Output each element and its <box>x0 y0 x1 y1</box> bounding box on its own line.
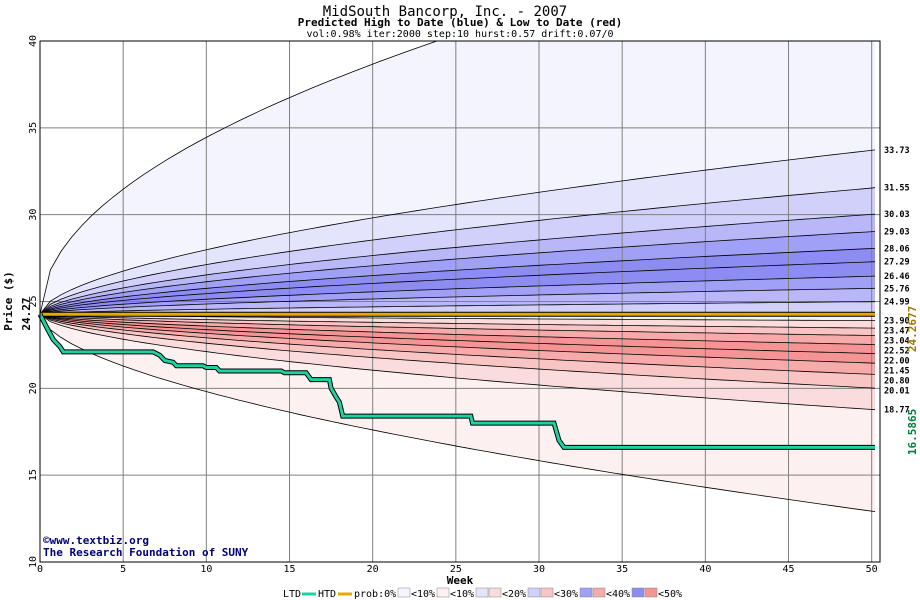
lower-band-contour <box>40 313 876 354</box>
legend-swatch <box>488 587 502 598</box>
legend-swatch <box>631 587 645 598</box>
band-end-label: 29.03 <box>884 228 910 238</box>
x-tick-label: 25 <box>450 564 462 575</box>
upper-band-contour <box>40 275 876 315</box>
band-end-label: 30.03 <box>884 210 910 220</box>
credit-org: The Research Foundation of SUNY <box>43 546 249 559</box>
legend-swatch <box>540 587 554 598</box>
band-end-label: 20.01 <box>884 387 910 397</box>
band-end-label: 23.90 <box>884 317 910 327</box>
y-tick-label: 25 <box>28 295 39 307</box>
credit-site-text: www.textbiz.org <box>50 534 149 547</box>
upper-band-contour <box>40 187 876 315</box>
band-end-label: 22.00 <box>884 357 910 367</box>
ltd-line <box>38 313 875 449</box>
upper-band-contour <box>40 301 876 315</box>
legend-swatch <box>644 587 658 598</box>
legend: LTD HTD prob:0% <10% <10% <20% <30% <40% <50% <box>283 587 682 600</box>
upper-band-contour <box>40 287 876 315</box>
band-end-label: 20.80 <box>884 377 910 387</box>
band-end-label: 28.06 <box>884 244 910 254</box>
chart-title: MidSouth Bancorp, Inc. - 2007 <box>323 4 567 20</box>
band-end-label: 25.76 <box>884 284 910 294</box>
lower-band-contour <box>40 313 876 364</box>
legend-item-label: <10% <box>411 589 435 600</box>
band-end-label: 23.47 <box>884 327 910 337</box>
legend-item-label: <50% <box>658 589 682 600</box>
legend-item-label: <40% <box>606 589 630 600</box>
y-tick-label: 10 <box>28 556 39 568</box>
upper-band-contour <box>40 149 876 315</box>
band-end-label: 27.29 <box>884 258 910 268</box>
credit-site: ©www.textbiz.org <box>43 534 149 547</box>
x-axis-label: Week <box>447 574 474 587</box>
y-tick-labels: 10 15 20 25 30 35 40 <box>28 35 39 568</box>
x-tick-label: 15 <box>283 564 295 575</box>
legend-item-label: <10% <box>450 589 474 600</box>
legend-swatch <box>527 587 541 598</box>
lower-band-contour <box>40 313 876 329</box>
band-end-label: 21.45 <box>884 367 910 377</box>
x-tick-label: 20 <box>367 564 379 575</box>
legend-swatch <box>579 587 593 598</box>
band-end-labels: 33.73 31.55 30.03 29.03 28.06 27.29 26.46 25.76… <box>884 146 910 416</box>
band-end-label: 31.55 <box>884 184 910 194</box>
chart-subtitle: Predicted High to Date (blue) & Low to D… <box>298 16 623 29</box>
legend-htd-label: HTD <box>318 589 336 600</box>
legend-ltd-label: LTD <box>283 589 301 600</box>
legend-swatch <box>592 587 606 598</box>
upper-band-contour <box>40 248 876 315</box>
lower-band-contour <box>40 313 876 336</box>
x-tick-label: 40 <box>699 564 711 575</box>
band-end-label: 23.04 <box>884 337 910 347</box>
x-tick-label: 35 <box>616 564 628 575</box>
copyright-symbol: © <box>43 534 50 547</box>
lower-band-contour <box>40 313 876 512</box>
lower-band-contour <box>40 313 876 375</box>
legend-item-label: <20% <box>502 589 526 600</box>
ltd-price-label: 16.5865 <box>906 409 919 455</box>
x-tick-label: 5 <box>120 564 126 575</box>
band-end-label: 26.46 <box>884 272 910 282</box>
legend-items: <10% <10% <20% <30% <40% <50% <box>397 587 682 600</box>
legend-swatch <box>436 587 450 598</box>
lower-band-contour <box>40 313 876 411</box>
band-end-label: 24.99 <box>884 298 910 308</box>
x-tick-label: 50 <box>866 564 878 575</box>
series-lines <box>37 311 875 450</box>
band-end-label: 22.52 <box>884 347 910 357</box>
x-tick-label: 0 <box>37 564 43 575</box>
legend-swatch <box>397 587 411 598</box>
y-tick-label: 40 <box>28 35 39 47</box>
lower-band-contour <box>40 313 876 345</box>
upper-band-contour <box>40 231 876 315</box>
y-axis-label: Price ($) <box>2 271 15 331</box>
upper-band-contour <box>40 261 876 315</box>
y-tick-label: 30 <box>28 209 39 221</box>
y-tick-label: 15 <box>28 469 39 481</box>
band-end-label: 33.73 <box>884 146 910 156</box>
legend-prob-label: prob:0% <box>354 589 396 600</box>
upper-band-contour <box>40 213 876 315</box>
upper-band-fill <box>40 301 875 315</box>
band-end-label: 18.77 <box>884 406 910 416</box>
x-tick-label: 30 <box>533 564 545 575</box>
legend-swatch <box>475 587 489 598</box>
chart-params: vol:0.98% iter:2000 step:10 hurst:0.57 d… <box>306 29 613 40</box>
lower-band-contour <box>40 313 876 389</box>
current-price-label: 24.2677 <box>906 306 919 352</box>
start-price-label: 24.27 <box>20 297 33 330</box>
x-tick-labels: 0 5 10 15 20 25 30 35 40 45 50 <box>37 564 878 575</box>
x-tick-label: 45 <box>782 564 794 575</box>
legend-item-label: <30% <box>554 589 578 600</box>
plot-frame <box>39 40 881 563</box>
upper-band-contour <box>40 41 439 315</box>
y-tick-label: 35 <box>28 122 39 134</box>
plot-area <box>37 40 881 563</box>
y-tick-label: 20 <box>28 382 39 394</box>
x-tick-label: 10 <box>200 564 212 575</box>
